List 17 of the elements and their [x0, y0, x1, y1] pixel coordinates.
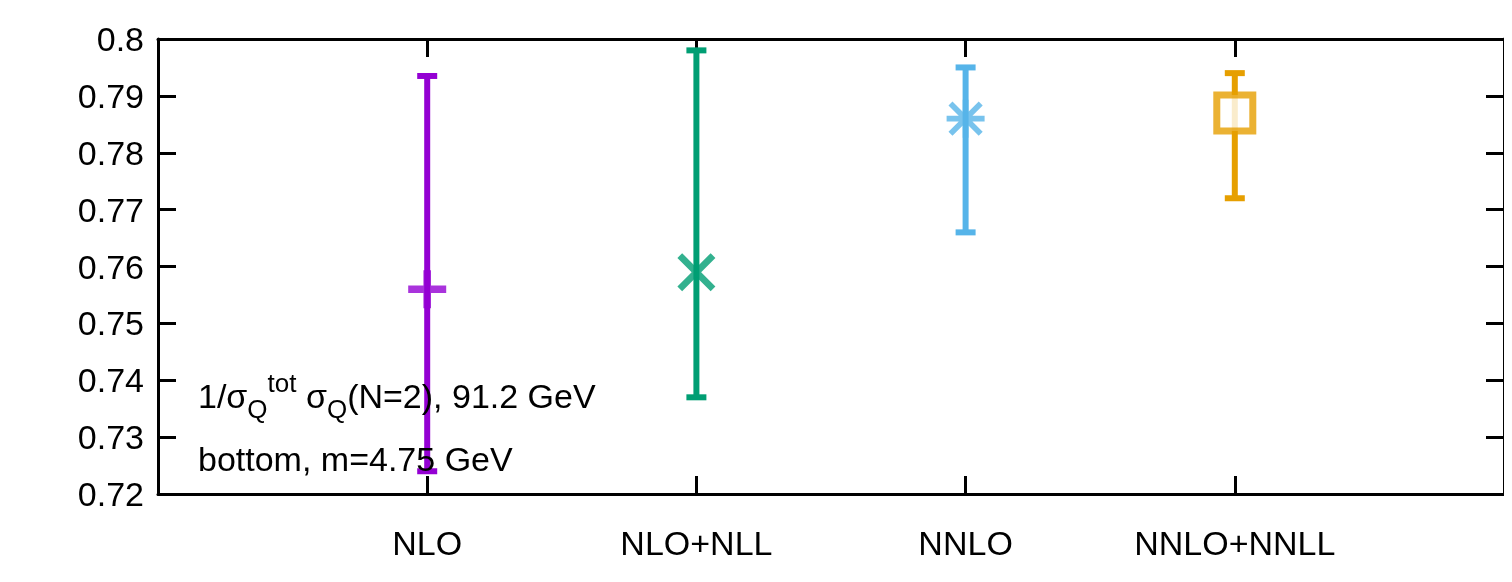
y-tick-label: 0.75: [77, 304, 144, 343]
y-tick-label: 0.79: [77, 76, 144, 115]
x-tick-label: NNLO+NNLL: [1134, 524, 1336, 562]
y-tick-label: 0.72: [77, 475, 144, 513]
point: [1213, 91, 1257, 135]
y-tick-label: 0.76: [77, 247, 144, 286]
x-tick-label: NLO: [392, 524, 463, 562]
y-tick-label: 0.77: [77, 190, 144, 229]
x-tick-label: NNLO: [918, 524, 1013, 562]
point: [946, 99, 985, 138]
y-tick-label: 0.8: [96, 20, 144, 58]
y-tick-label: 0.73: [77, 418, 144, 457]
x-tick-label: NLO+NLL: [620, 524, 773, 562]
y-tick-label: 0.78: [77, 133, 144, 172]
y-tick-label: 0.74: [77, 361, 144, 400]
point: [677, 253, 716, 292]
point: [408, 270, 447, 309]
